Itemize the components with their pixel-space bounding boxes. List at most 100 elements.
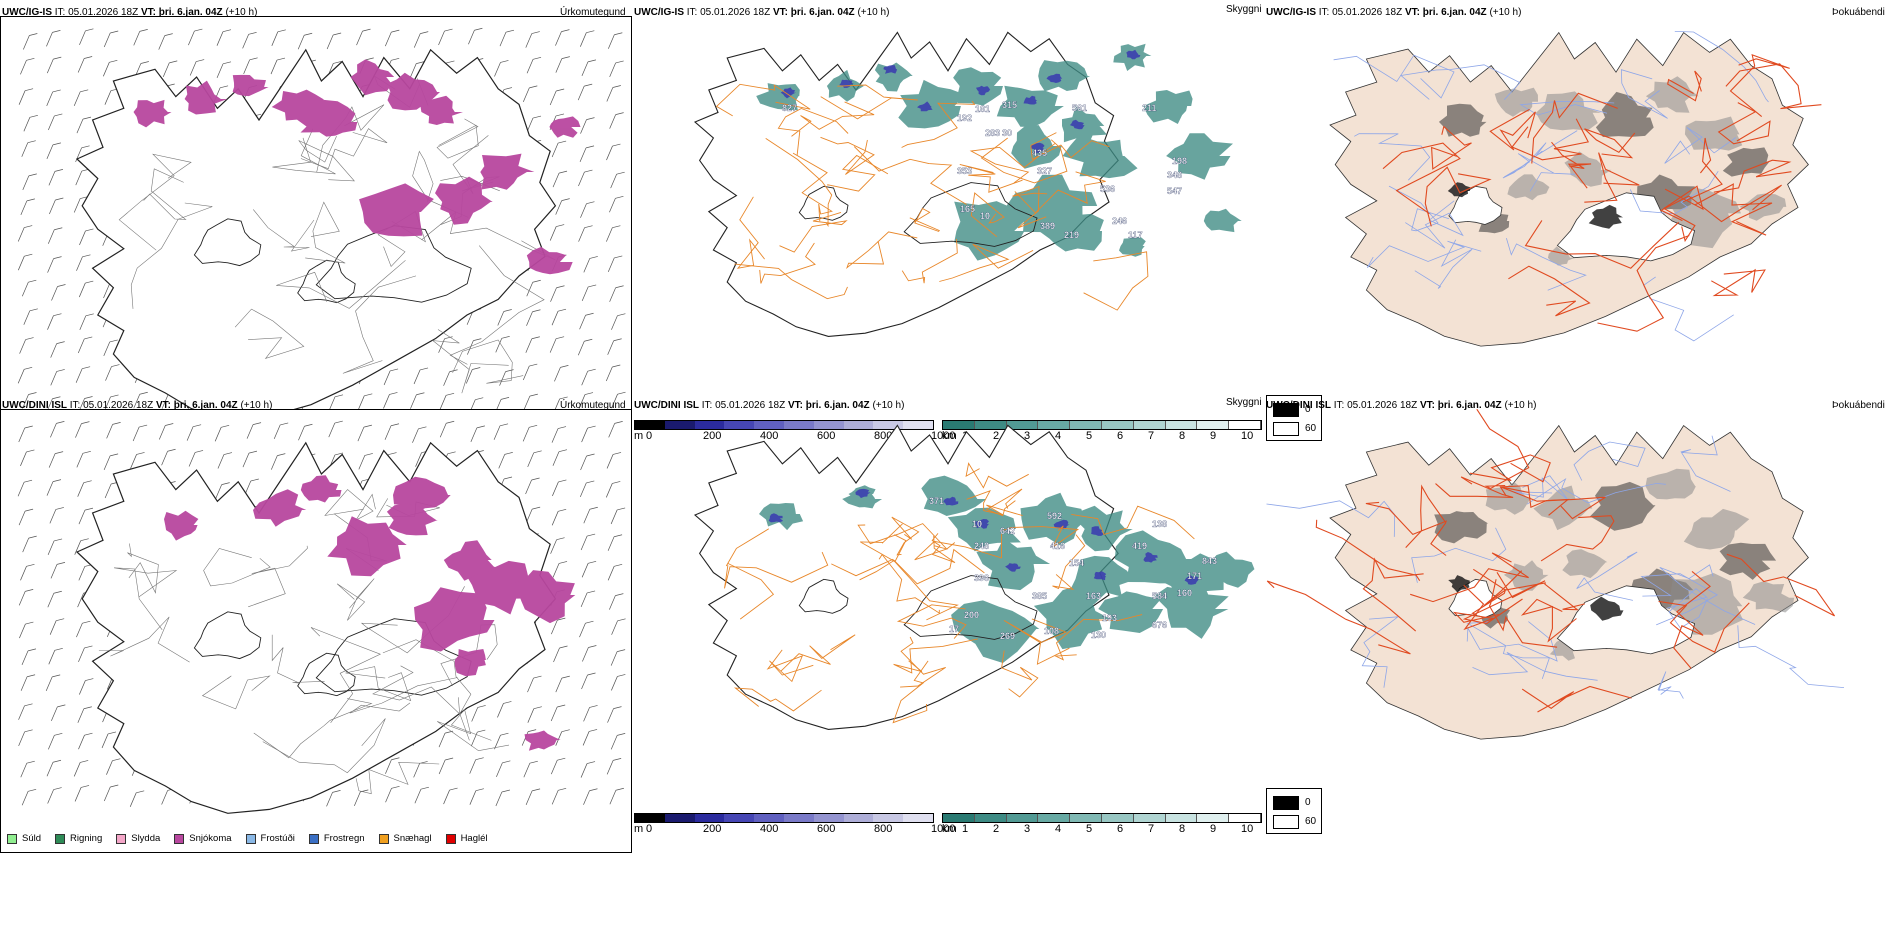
ceiling-colorbar-bin: [903, 814, 933, 822]
precip-map: [17, 27, 626, 421]
valid-time-label: VT:: [1419, 400, 1435, 411]
fog-legend-swatch-high: [1273, 422, 1299, 436]
visibility-colorbar: [942, 813, 1262, 823]
visibility-tick: 9: [1210, 430, 1217, 442]
model-name: UWC/DINI ISL: [634, 400, 699, 411]
ceiling-label: 165: [960, 204, 975, 214]
valid-time-value: þri. 6.jan. 04Z: [173, 400, 238, 411]
fog-panel: UWC/IG-IS IT: 05.01.2026 18Z VT: þri. 6.…: [1264, 0, 1900, 460]
precip-panel-title: UWC/IG-IS IT: 05.01.2026 18Z VT: þri. 6.…: [2, 7, 257, 19]
low-ceiling-areas: [768, 488, 1199, 585]
ceiling-label: 843: [1202, 556, 1217, 566]
fog-index-shading: [1434, 468, 1795, 661]
glacier-outline: [193, 611, 262, 660]
visibility-tick: 6: [1117, 430, 1124, 442]
ceiling-label: 171: [1187, 571, 1202, 581]
visibility-colorbar-bin: [1038, 421, 1071, 429]
ceiling-unit: m: [634, 430, 644, 442]
lead-time: (+10 h): [240, 400, 273, 411]
visibility-panel: UWC/DINI ISL IT: 05.01.2026 18Z VT: þri.…: [632, 393, 1264, 853]
low-visibility-areas: [759, 475, 1255, 663]
fog-index-map: [1329, 31, 1822, 347]
visibility-colorbar-bin: [1133, 421, 1166, 429]
ceiling-label: 327: [1037, 166, 1052, 176]
fog-legend-swatch-high: [1273, 815, 1299, 829]
ceiling-label: 200: [964, 610, 979, 620]
precip-map: [17, 420, 626, 814]
ceiling-colorbar-bin: [843, 421, 874, 429]
legend-swatch: [7, 833, 17, 844]
visibility-colorbar: [942, 420, 1262, 430]
visibility-colorbar-bin: [1006, 814, 1039, 822]
ceiling-label: 10: [972, 519, 982, 529]
ceiling-colorbar-bin: [813, 814, 844, 822]
legend-label: Haglél: [460, 833, 488, 844]
init-time-label: IT:: [701, 400, 713, 411]
ceiling-label: 389: [1040, 221, 1055, 231]
ceiling-label: 181: [975, 104, 990, 114]
ceiling-label: 419: [1132, 541, 1147, 551]
visibility-tick: 8: [1179, 823, 1186, 835]
road-network: [1382, 54, 1822, 332]
fog-panel: UWC/DINI ISL IT: 05.01.2026 18Z VT: þri.…: [1264, 393, 1900, 853]
high-fog-index: [1447, 182, 1623, 229]
ceiling-colorbar-bin: [635, 421, 665, 429]
valid-time-label: VT:: [772, 7, 788, 18]
precip-panel: UWC/IG-IS IT: 05.01.2026 18Z VT: þri. 6.…: [0, 0, 632, 460]
legend-label: Rigning: [70, 833, 103, 844]
valid-time-value: þri. 6.jan. 04Z: [1437, 400, 1502, 411]
legend-swatch: [55, 833, 66, 844]
ceiling-colorbar-bin: [724, 814, 755, 822]
visibility-title: Skyggni: [1226, 4, 1262, 15]
model-name: UWC/IG-IS: [634, 7, 684, 18]
legend-item-slydda: Slydda: [116, 833, 160, 844]
lead-time: (+10 h): [225, 7, 258, 18]
legend-label: Frostregn: [323, 833, 365, 844]
visibility-colorbar-bin: [1133, 814, 1166, 822]
ceiling-label: 584: [1152, 591, 1167, 601]
legend-swatch: [445, 833, 456, 844]
glacier-outline: [798, 185, 849, 221]
visibility-colorbar-bin: [1165, 421, 1198, 429]
visibility-tick: 4: [1055, 430, 1062, 442]
ceiling-tick: 600: [817, 823, 836, 835]
visibility-colorbar-bin: [974, 814, 1007, 822]
ceiling-tick: 0: [646, 823, 653, 835]
ceiling-colorbar-bin: [813, 421, 844, 429]
model-name: UWC/IG-IS: [2, 7, 52, 18]
visibility-tick: 2: [993, 430, 1000, 442]
ceiling-tick: 600: [817, 430, 836, 442]
visibility-panel: UWC/IG-IS IT: 05.01.2026 18Z VT: þri. 6.…: [632, 0, 1264, 460]
ceiling-tick: 400: [760, 823, 779, 835]
visibility-colorbar-bin: [1229, 421, 1261, 429]
fog-index-map: [1266, 409, 1845, 740]
ceiling-colorbar: [634, 813, 934, 823]
ceiling-tick: 200: [703, 823, 722, 835]
ceiling-label: 193: [1102, 613, 1117, 623]
ceiling-tick: 1000: [931, 430, 956, 442]
legend-swatch: [116, 833, 127, 844]
ceiling-label: 117: [1128, 230, 1143, 240]
fog-legend-swatch-low: [1273, 796, 1299, 810]
model-name: UWC/IG-IS: [1266, 7, 1316, 18]
visibility-tick: 1: [962, 823, 969, 835]
visibility-colorbar-bin: [1038, 814, 1071, 822]
ceiling-label: 30: [1002, 128, 1012, 138]
visibility-colorbar-bin: [1197, 814, 1230, 822]
visibility-colorbar-bin: [943, 814, 975, 822]
init-time-label: IT:: [54, 7, 66, 18]
high-fog-index: [1448, 575, 1624, 621]
valid-time-label: VT:: [787, 400, 803, 411]
fog-index-legend: 0 60: [1266, 395, 1322, 441]
ceiling-label: 248: [974, 541, 989, 551]
ceiling-colorbar: [634, 420, 934, 430]
visibility-tick: 5: [1086, 823, 1093, 835]
ceiling-colorbar-bin: [843, 814, 874, 822]
glacier-outline: [903, 182, 1038, 247]
ceiling-label: 561: [1072, 103, 1087, 113]
visibility-unit: km: [942, 823, 957, 835]
ceiling-label: 246: [1112, 216, 1127, 226]
legend-label: Snæhagl: [393, 833, 432, 844]
ceiling-label: 108: [1044, 626, 1059, 636]
